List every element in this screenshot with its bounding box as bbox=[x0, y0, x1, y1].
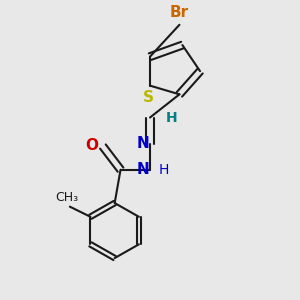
Text: S: S bbox=[143, 90, 154, 105]
Text: H: H bbox=[159, 163, 169, 177]
Text: CH₃: CH₃ bbox=[55, 191, 78, 204]
Text: N: N bbox=[136, 136, 149, 151]
Text: Br: Br bbox=[170, 5, 189, 20]
Text: N: N bbox=[136, 162, 149, 177]
Text: H: H bbox=[166, 110, 178, 124]
Text: O: O bbox=[85, 138, 98, 153]
